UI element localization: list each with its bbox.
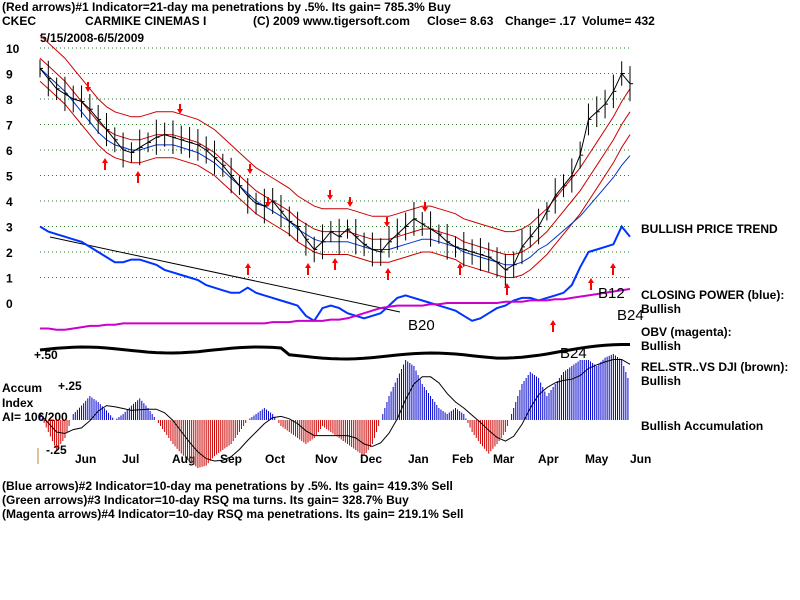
y-tick-label: 7 (6, 119, 13, 133)
ticker-symbol: CKEC (2, 14, 37, 28)
sell-arrow-head (347, 202, 353, 207)
signal-label: B12 (598, 285, 625, 302)
change-value: Change= .17 (505, 14, 577, 28)
relstr-status: Bullish (641, 374, 682, 388)
sell-arrow-head (327, 195, 333, 200)
accum-tick-label: +.50 (34, 348, 58, 362)
volume-value: Volume= 432 (582, 14, 655, 28)
ma21-line (39, 57, 631, 255)
sell-arrow-head (384, 222, 390, 227)
y-tick-label: 2 (6, 246, 13, 260)
buy-arrow-head (588, 278, 594, 283)
buy-arrow-head (305, 263, 311, 268)
ma-upper-band (39, 34, 631, 233)
closing-power-status: Bullish (641, 302, 682, 316)
x-tick-label: Oct (265, 452, 285, 466)
price-trend-label: BULLISH PRICE TREND (641, 222, 778, 236)
x-tick-label: Apr (538, 452, 559, 466)
y-tick-label: 4 (6, 195, 13, 209)
accumulation-status: Bullish Accumulation (641, 419, 764, 433)
obv-line (40, 288, 631, 331)
buy-arrow-head (135, 171, 141, 176)
signal-arrows (85, 82, 616, 332)
buy-arrow-head (504, 283, 510, 288)
x-tick-label: Sep (220, 452, 242, 466)
relstr-line (39, 343, 630, 361)
y-tick-label: 8 (6, 93, 13, 107)
buy-arrow-head (385, 268, 391, 273)
y-tick-label: 1 (6, 272, 13, 286)
buy-arrow-head (245, 263, 251, 268)
month-axis: Jun Jul Aug Sep Oct Nov Dec Jan Feb Mar Apr May Jun (75, 452, 651, 466)
accum-axis: +.50+.25-.25 (34, 348, 82, 464)
sell-arrow-head (422, 207, 428, 212)
signal-label: B24 (560, 345, 587, 362)
accum-tick-label: +.25 (58, 379, 82, 393)
y-tick-label: 5 (6, 170, 13, 184)
obv-status: Bullish (641, 339, 682, 353)
close-value: Close= 8.63 (427, 14, 494, 28)
indicator-1-label: (Red arrows)#1 Indicator=21-day ma penet… (2, 0, 451, 14)
x-tick-label: Dec (360, 452, 382, 466)
x-tick-label: Jun (630, 452, 651, 466)
index-label: Index (2, 396, 34, 410)
y-tick-label: 6 (6, 144, 13, 158)
x-tick-label: May (585, 452, 609, 466)
x-tick-label: Feb (452, 452, 473, 466)
sell-arrow-head (177, 109, 183, 114)
buy-arrow-head (332, 258, 338, 263)
ai-value: AI= 106/200 (2, 410, 68, 424)
indicator-3-label: (Green arrows)#3 Indicator=10-day RSQ ma… (2, 493, 409, 507)
x-tick-label: Jan (408, 452, 429, 466)
accum-label: Accum (2, 381, 43, 395)
chart-series (39, 34, 633, 462)
buy-arrow-head (550, 320, 556, 325)
x-tick-label: Jul (122, 452, 139, 466)
y-tick-label: 0 (6, 297, 13, 311)
downtrend-line (49, 236, 401, 313)
ma-lower-band (39, 80, 631, 278)
signal-label: B24 (617, 307, 644, 324)
indicator-2-label: (Blue arrows)#2 Indicator=10-day ma pene… (2, 479, 453, 493)
price-line (39, 68, 631, 271)
y-tick-label: 9 (6, 68, 13, 82)
ma-blue-line (39, 68, 631, 266)
buy-arrow-head (610, 263, 616, 268)
sell-arrow-head (265, 202, 271, 207)
accum-histogram (39, 354, 629, 468)
sell-arrow-head (247, 169, 253, 174)
indicator-4-label: (Magenta arrows)#4 Indicator=10-day RSQ … (2, 507, 464, 521)
copyright: (C) 2009 www.tigersoft.com (253, 14, 410, 28)
sell-arrow-head (85, 87, 91, 92)
x-tick-label: Mar (493, 452, 515, 466)
accum-ma-line (39, 359, 631, 462)
relstr-label: REL.STR..VS DJI (brown): (641, 360, 789, 374)
x-tick-label: Nov (315, 452, 338, 466)
company-name: CARMIKE CINEMAS I (85, 14, 207, 28)
price-gridlines (40, 47, 630, 278)
x-tick-label: Jun (75, 452, 96, 466)
buy-arrow-head (457, 263, 463, 268)
buy-arrow-head (102, 158, 108, 163)
obv-label: OBV (magenta): (641, 325, 732, 339)
closing-power-label: CLOSING POWER (blue): (641, 288, 785, 302)
y-tick-label: 10 (6, 42, 20, 56)
y-tick-label: 3 (6, 221, 13, 235)
signal-label: B20 (408, 317, 435, 334)
closing-power-line (39, 224, 631, 323)
date-range: 5/15/2008-6/5/2009 (40, 31, 145, 45)
signal-labels: B20 B12 B24 B24 (408, 285, 644, 362)
